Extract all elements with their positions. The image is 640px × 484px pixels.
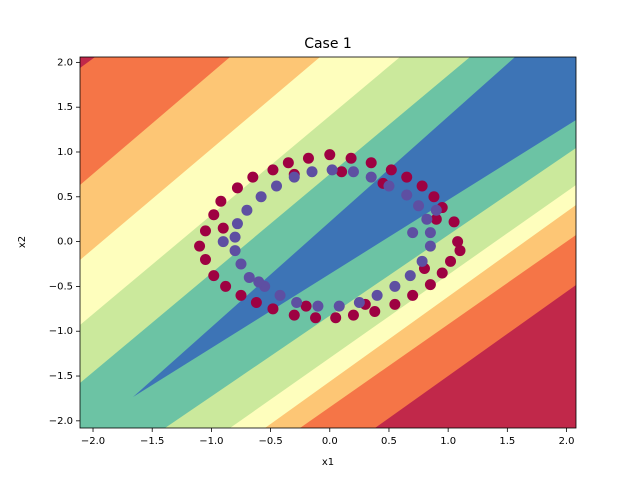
x-tick-label: −1.0 [199, 436, 223, 447]
x-tick-label: −2.0 [81, 436, 105, 447]
scatter-point [217, 222, 229, 234]
x-tick-label: −1.5 [140, 436, 164, 447]
x-tick-label: 0.0 [322, 436, 338, 447]
y-axis-label: x2 [17, 236, 28, 248]
scatter-point [448, 216, 460, 228]
x-tick-label: 1.5 [499, 436, 515, 447]
scatter-point [194, 240, 206, 252]
scatter-point [215, 195, 227, 207]
scatter-point [430, 213, 442, 225]
scatter-point [208, 209, 220, 221]
scatter-point [229, 245, 241, 257]
scatter-point [274, 289, 286, 301]
y-tick-label: 0.5 [57, 192, 73, 203]
x-tick-label: 1.0 [440, 436, 456, 447]
scatter-point [267, 164, 279, 176]
scatter-point [312, 300, 324, 312]
x-axis-label: x1 [322, 457, 334, 468]
y-tick-label: 2.0 [57, 57, 73, 68]
scatter-point [253, 276, 265, 288]
scatter-point [302, 152, 314, 164]
y-tick-label: −1.5 [49, 371, 73, 382]
scatter-point [347, 166, 359, 178]
scatter-point [271, 180, 283, 192]
scatter-point [428, 191, 440, 203]
scatter-point [288, 309, 300, 321]
scatter-point [231, 182, 243, 194]
scatter-point [371, 289, 383, 301]
chart-title: Case 1 [304, 36, 352, 52]
scatter-point [220, 280, 232, 292]
y-tick-label: 1.5 [57, 102, 73, 113]
scatter-point [326, 164, 338, 176]
scatter-point [347, 309, 359, 321]
y-tick-label: −2.0 [49, 416, 73, 427]
scatter-point [430, 204, 442, 216]
scatter-point [404, 270, 416, 282]
scatter-point [452, 236, 464, 248]
scatter-point [369, 306, 381, 318]
y-tick-label: −0.5 [49, 281, 73, 292]
scatter-point [282, 157, 294, 169]
scatter-point [300, 300, 312, 312]
scatter-point [424, 240, 436, 252]
scatter-point [416, 255, 428, 267]
x-tick-label: 2.0 [559, 436, 575, 447]
scatter-point [353, 297, 365, 309]
scatter-point [421, 213, 433, 225]
scatter-point [310, 312, 322, 324]
y-tick-label: 0.0 [57, 237, 73, 248]
contour-background [80, 57, 576, 428]
scatter-point [333, 300, 345, 312]
scatter-point [241, 204, 253, 216]
scatter-point [365, 157, 377, 169]
y-tick-label: −1.0 [49, 326, 73, 337]
scatter-point [401, 171, 413, 183]
scatter-point [424, 279, 436, 291]
scatter-point [365, 171, 377, 183]
scatter-point [445, 255, 457, 267]
scatter-point [306, 166, 318, 178]
scatter-point [345, 152, 357, 164]
scatter-point [231, 218, 243, 230]
scatter-point [199, 254, 211, 266]
scatter-point [389, 280, 401, 292]
scatter-point [255, 191, 267, 203]
scatter-point [291, 297, 303, 309]
scatter-point [247, 171, 259, 183]
x-tick-label: −0.5 [258, 436, 282, 447]
x-tick-label: 0.5 [381, 436, 397, 447]
scatter-point [454, 245, 466, 257]
scatter-point [424, 227, 436, 239]
scatter-point [235, 289, 247, 301]
scatter-point [389, 298, 401, 310]
scatter-point [288, 171, 300, 183]
scatter-point [436, 267, 448, 279]
scatter-point [250, 297, 262, 309]
scatter-point [401, 189, 413, 201]
scatter-point [324, 149, 336, 161]
scatter-point [413, 200, 425, 212]
scatter-point [330, 312, 342, 324]
scatter-point [229, 231, 241, 243]
scatter-point [267, 303, 279, 315]
scatter-point [199, 225, 211, 237]
scatter-point [208, 270, 220, 282]
scatter-point [385, 164, 397, 176]
y-tick-label: 1.0 [57, 147, 73, 158]
plot-frame [79, 56, 577, 429]
scatter-point [416, 180, 428, 192]
scatter-point [383, 180, 395, 192]
scatter-point [235, 258, 247, 270]
scatter-point [217, 236, 229, 248]
scatter-point [336, 166, 348, 178]
scatter-point [407, 289, 419, 301]
scatter-point [243, 271, 255, 283]
scatter-point [407, 227, 419, 239]
